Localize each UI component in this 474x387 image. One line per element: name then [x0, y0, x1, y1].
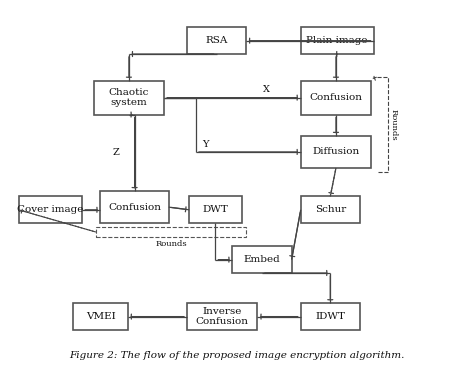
- FancyBboxPatch shape: [73, 303, 128, 330]
- Text: Figure 2: The flow of the proposed image encryption algorithm.: Figure 2: The flow of the proposed image…: [69, 351, 405, 360]
- Text: Inverse
Confusion: Inverse Confusion: [196, 307, 249, 326]
- FancyBboxPatch shape: [189, 197, 242, 223]
- Text: DWT: DWT: [202, 205, 228, 214]
- FancyBboxPatch shape: [232, 246, 292, 273]
- FancyBboxPatch shape: [301, 303, 360, 330]
- Text: Plain image: Plain image: [306, 36, 368, 45]
- Text: Confusion: Confusion: [108, 203, 161, 212]
- FancyBboxPatch shape: [18, 197, 82, 223]
- FancyBboxPatch shape: [301, 81, 371, 115]
- FancyBboxPatch shape: [100, 191, 169, 223]
- FancyBboxPatch shape: [301, 197, 360, 223]
- Text: Z: Z: [113, 148, 119, 158]
- FancyBboxPatch shape: [94, 81, 164, 115]
- Text: Y: Y: [202, 140, 209, 149]
- Text: Rounds: Rounds: [155, 240, 187, 248]
- Text: Confusion: Confusion: [310, 93, 363, 102]
- Text: VMEI: VMEI: [86, 312, 115, 321]
- Text: Embed: Embed: [244, 255, 281, 264]
- Text: Chaotic
system: Chaotic system: [109, 88, 149, 107]
- Text: Diffusion: Diffusion: [312, 147, 360, 156]
- Text: X: X: [263, 85, 270, 94]
- FancyBboxPatch shape: [187, 27, 246, 54]
- FancyBboxPatch shape: [301, 27, 374, 54]
- Text: Cover image: Cover image: [17, 205, 83, 214]
- Text: Schur: Schur: [315, 205, 346, 214]
- Text: RSA: RSA: [205, 36, 228, 45]
- Text: Rounds: Rounds: [390, 108, 398, 140]
- Text: IDWT: IDWT: [315, 312, 345, 321]
- FancyBboxPatch shape: [301, 136, 371, 168]
- FancyBboxPatch shape: [187, 303, 257, 330]
